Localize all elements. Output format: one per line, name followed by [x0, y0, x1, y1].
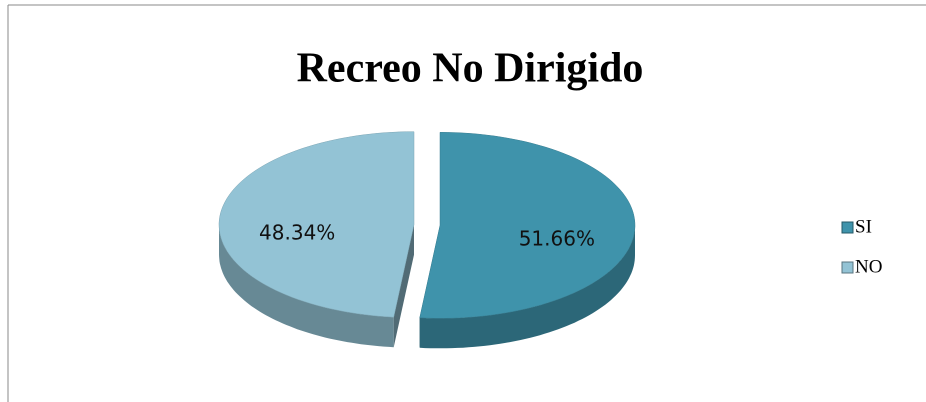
- slice-side: [419, 225, 635, 349]
- chart-title: Recreo No Dirigido: [297, 46, 644, 92]
- slice: [419, 132, 636, 319]
- legend-label: NO: [855, 256, 882, 277]
- legend-swatch: [841, 261, 854, 274]
- slice: [218, 131, 415, 318]
- slice-side: [219, 224, 394, 348]
- legend-label: SI: [855, 216, 872, 237]
- data-label: 48.34%: [259, 220, 335, 244]
- slice-cut-face: [393, 224, 414, 348]
- data-label: 51.66%: [519, 227, 595, 251]
- legend-swatch: [841, 221, 854, 234]
